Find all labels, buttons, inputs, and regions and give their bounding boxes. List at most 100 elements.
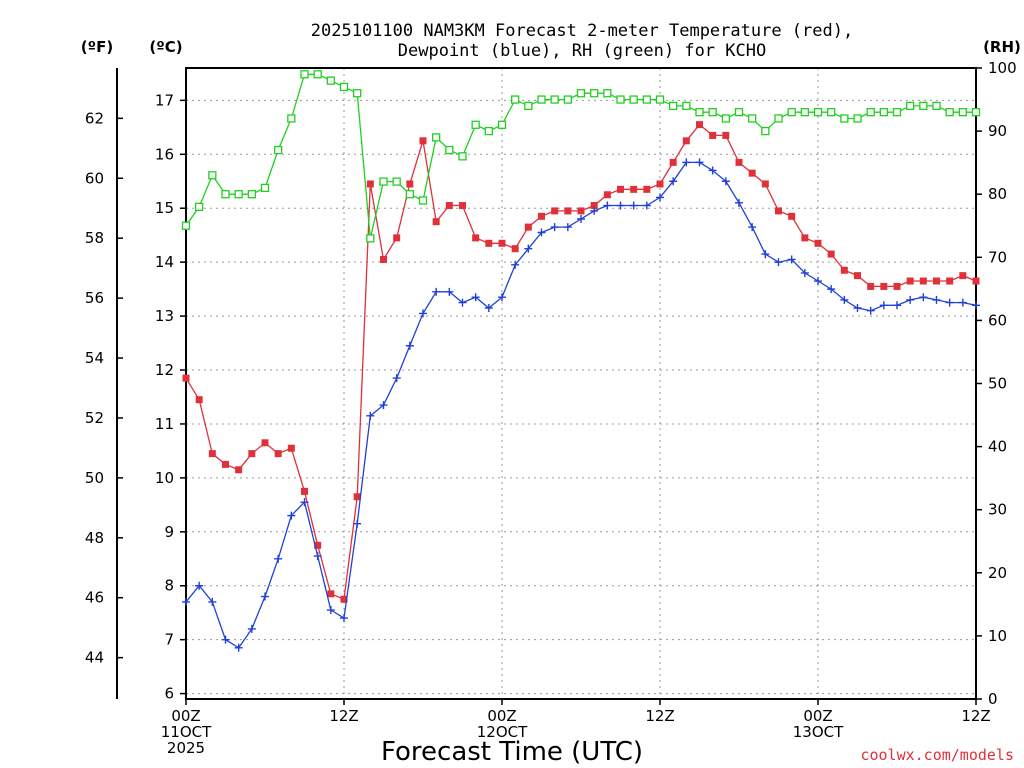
dewpoint-point	[590, 206, 599, 215]
rh-point	[761, 126, 770, 136]
dewpoint-point	[853, 303, 862, 312]
rh-point	[576, 89, 586, 98]
chart-title-line1: 2025101100 NAM3KM Forecast 2-meter Tempe…	[311, 21, 853, 41]
fahrenheit-tick-label: 54	[85, 349, 104, 367]
rh-point	[274, 145, 283, 155]
dewpoint-point	[498, 293, 506, 302]
dewpoint-point	[761, 250, 770, 259]
temperature-point	[893, 282, 901, 290]
dewpoint-point	[458, 298, 467, 307]
temperature-point	[722, 131, 730, 139]
time-tick-label: 00Z	[171, 707, 200, 725]
temperature-point	[590, 202, 598, 210]
temperature-point	[459, 202, 466, 210]
temperature-point	[603, 191, 611, 199]
temperature-point	[775, 207, 782, 215]
dewpoint-point	[932, 295, 941, 304]
fahrenheit-tick-label: 62	[85, 109, 104, 127]
dewpoint-point	[563, 223, 572, 232]
time-tick-label: 12OCT	[477, 723, 528, 741]
rh-point	[497, 120, 507, 129]
plot-frame	[185, 67, 977, 700]
rh-point	[287, 114, 296, 123]
rh-point	[958, 108, 967, 117]
fahrenheit-tick-label: 60	[85, 169, 104, 187]
rh-point	[879, 108, 888, 117]
dewpoint-point	[261, 592, 269, 601]
rh-point	[418, 196, 428, 205]
dewpoint-point	[484, 303, 493, 312]
temperature-point	[854, 272, 861, 280]
temperature-point	[301, 487, 308, 495]
dewpoint-point	[221, 635, 230, 644]
time-tick-label: 12Z	[645, 707, 674, 725]
dewpoint-point	[616, 201, 625, 210]
time-tick-label: 00Z	[487, 707, 516, 725]
dewpoint-point	[800, 268, 809, 277]
celsius-tick-label: 8	[164, 577, 174, 595]
temperature-point	[827, 250, 835, 258]
fahrenheit-tick-label: 46	[85, 589, 104, 607]
dewpoint-point	[642, 201, 651, 210]
rh-point	[392, 177, 401, 186]
celsius-tick-label: 16	[155, 145, 174, 163]
temperature-point	[445, 202, 453, 210]
dewpoint-point	[972, 301, 980, 310]
dewpoint-point	[524, 244, 533, 253]
rh-tick-label: 70	[988, 248, 1007, 266]
rh-point	[734, 108, 744, 117]
temperature-point	[959, 272, 967, 280]
rh-point	[511, 95, 520, 104]
dewpoint-point	[735, 198, 743, 207]
dewpoint-point	[879, 301, 888, 310]
dewpoint-point	[866, 306, 875, 315]
temperature-point	[208, 450, 216, 458]
temperature-point	[432, 218, 440, 226]
rh-tick-label: 10	[988, 627, 1007, 645]
rh-point	[484, 126, 493, 136]
dewpoint-point	[787, 255, 796, 264]
dewpoint-point	[234, 643, 243, 652]
dewpoint-point	[274, 554, 283, 563]
temperature-point	[235, 466, 243, 474]
dewpoint-point	[511, 260, 520, 269]
temperature-point	[906, 277, 914, 285]
rh-tick-label: 80	[988, 185, 1007, 203]
temperature-point	[788, 212, 796, 220]
dewpoint-point	[366, 411, 375, 420]
rh-point	[919, 101, 928, 111]
temperature-point	[366, 180, 374, 188]
temperature-point	[485, 239, 493, 247]
rh-tick-label: 30	[988, 501, 1007, 519]
celsius-tick-label: 11	[155, 415, 174, 433]
rh-point	[774, 114, 783, 123]
temperature-point	[287, 444, 295, 452]
fahrenheit-tick-labels: 44 46 48 50 52 54 56 58 60 62	[85, 109, 123, 667]
dewpoint-point	[721, 177, 730, 186]
rh-point	[787, 108, 796, 117]
rh-tick-label: 50	[988, 375, 1007, 393]
temperature-point	[353, 493, 361, 501]
dewpoint-point	[247, 624, 256, 633]
temperature-point	[735, 158, 743, 166]
temperature-point	[669, 158, 677, 166]
rh-point	[300, 70, 309, 79]
dewpoint-point	[748, 223, 757, 232]
dewpoint-point	[195, 581, 204, 590]
temperature-point	[564, 207, 572, 215]
fahrenheit-tick-label: 44	[85, 649, 104, 667]
data-series	[181, 70, 981, 652]
rh-point	[603, 89, 612, 98]
rh-point	[195, 202, 204, 211]
dewpoint-point	[906, 295, 915, 304]
fahrenheit-unit-label: (ºF)	[81, 38, 113, 56]
temperature-point	[380, 255, 387, 263]
rh-point	[550, 95, 559, 104]
rh-point	[708, 108, 717, 117]
source-credit: coolwx.com/models	[860, 746, 1014, 764]
celsius-unit-label: (ºC)	[149, 38, 182, 56]
time-tick-label: 11OCT	[161, 723, 212, 741]
temperature-point	[630, 185, 638, 193]
dewpoint-point	[958, 298, 967, 307]
